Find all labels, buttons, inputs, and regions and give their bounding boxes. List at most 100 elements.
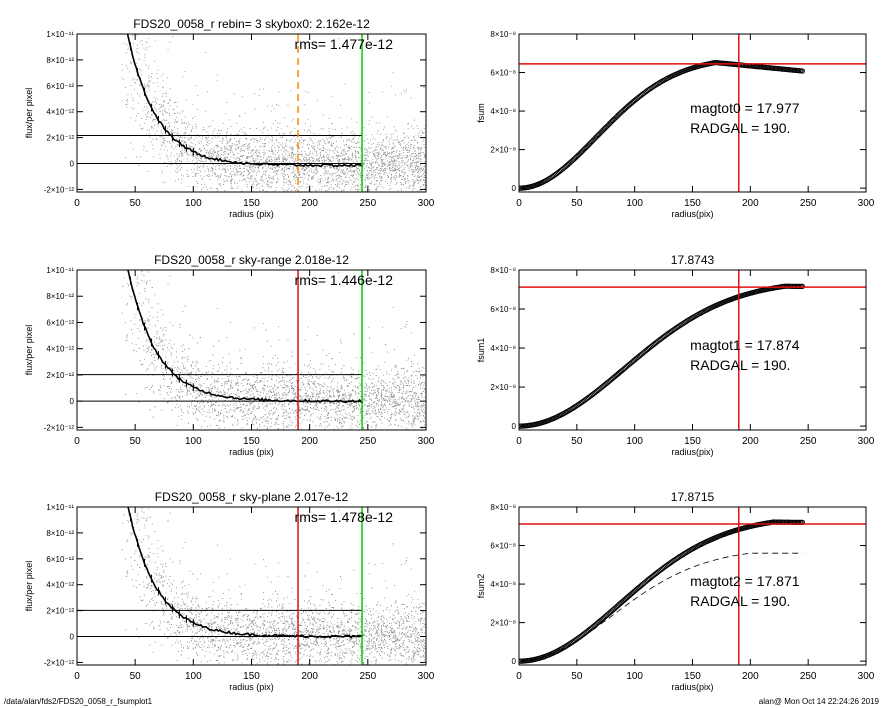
scatter-point <box>259 152 261 154</box>
scatter-point <box>256 181 258 183</box>
scatter-point <box>289 180 291 182</box>
scatter-point <box>284 173 286 175</box>
scatter-point <box>232 144 234 146</box>
scatter-point <box>189 134 191 135</box>
scatter-point <box>400 153 402 155</box>
scatter-point <box>309 175 310 177</box>
scatter-point <box>378 165 380 167</box>
scatter-point <box>255 381 256 383</box>
scatter-point <box>385 405 386 407</box>
scatter-point <box>412 416 414 418</box>
scatter-point <box>402 147 404 149</box>
plot-area <box>77 270 426 436</box>
scatter-point <box>307 155 308 156</box>
scatter-point <box>192 171 194 173</box>
scatter-point <box>400 402 402 404</box>
scatter-point <box>130 62 132 64</box>
scatter-point <box>396 151 397 153</box>
scatter-point <box>283 146 285 148</box>
scatter-point <box>319 180 321 182</box>
scatter-point <box>357 153 359 154</box>
scatter-point <box>326 153 328 155</box>
scatter-point <box>376 189 378 191</box>
scatter-point <box>218 183 220 185</box>
scatter-point <box>352 137 354 139</box>
scatter-point <box>242 145 244 147</box>
scatter-point <box>390 179 392 180</box>
scatter-point <box>217 424 218 426</box>
scatter-point <box>234 137 235 139</box>
scatter-point <box>157 124 159 125</box>
scatter-point <box>191 142 193 144</box>
scatter-point <box>265 175 267 177</box>
scatter-point <box>344 83 346 85</box>
scatter-point <box>230 184 232 186</box>
scatter-point <box>191 195 192 196</box>
scatter-point <box>163 104 165 106</box>
scatter-point <box>385 155 387 157</box>
scatter-point <box>220 155 222 157</box>
scatter-point <box>200 157 201 159</box>
scatter-point <box>345 172 346 174</box>
scatter-point <box>400 435 401 436</box>
scatter-point <box>162 114 164 116</box>
scatter-point <box>378 157 379 159</box>
scatter-point <box>271 149 272 151</box>
scatter-point <box>337 169 339 171</box>
scatter-point <box>242 175 243 177</box>
scatter-point <box>319 155 321 157</box>
scatter-point <box>269 168 271 170</box>
scatter-point <box>366 409 368 411</box>
scatter-point <box>408 180 409 181</box>
scatter-point <box>380 177 382 179</box>
scatter-point <box>348 177 350 178</box>
scatter-point <box>245 139 247 141</box>
scatter-point <box>241 190 243 192</box>
scatter-point <box>403 168 405 170</box>
scatter-point <box>380 157 381 159</box>
scatter-point <box>395 130 397 132</box>
scatter-point <box>219 435 220 436</box>
scatter-point <box>162 87 164 89</box>
scatter-point <box>293 205 294 206</box>
scatter-point <box>347 159 349 160</box>
scatter-point <box>365 158 367 160</box>
scatter-point <box>220 175 221 177</box>
scatter-point <box>236 122 238 124</box>
scatter-point <box>383 146 385 148</box>
scatter-point <box>386 151 388 153</box>
scatter-point <box>238 156 239 158</box>
scatter-point <box>148 85 150 87</box>
scatter-point <box>307 353 309 355</box>
scatter-point <box>283 173 285 175</box>
x-tick-label: 0 <box>74 198 80 209</box>
scatter-point <box>169 98 171 100</box>
scatter-point <box>169 142 171 144</box>
scatter-point <box>279 136 281 138</box>
scatter-point <box>333 142 334 144</box>
scatter-point <box>341 127 343 129</box>
scatter-point <box>408 167 410 169</box>
scatter-point <box>171 164 173 166</box>
scatter-point <box>225 136 227 138</box>
scatter-point <box>212 168 214 170</box>
scatter-point <box>424 161 426 163</box>
scatter-point <box>332 156 334 157</box>
scatter-point <box>251 155 253 157</box>
scatter-point <box>380 173 381 175</box>
scatter-point <box>161 136 163 138</box>
scatter-point <box>389 194 390 195</box>
scatter-point <box>250 156 252 158</box>
scatter-point <box>360 164 362 165</box>
scatter-point <box>139 40 141 42</box>
scatter-point <box>284 402 285 404</box>
scatter-point <box>226 383 228 385</box>
scatter-point <box>353 141 355 143</box>
scatter-point <box>354 170 355 172</box>
scatter-point <box>188 388 190 389</box>
scatter-point <box>287 104 289 106</box>
scatter-point <box>327 200 328 201</box>
scatter-point <box>255 180 257 182</box>
scatter-point <box>157 125 159 127</box>
scatter-point <box>231 177 233 179</box>
